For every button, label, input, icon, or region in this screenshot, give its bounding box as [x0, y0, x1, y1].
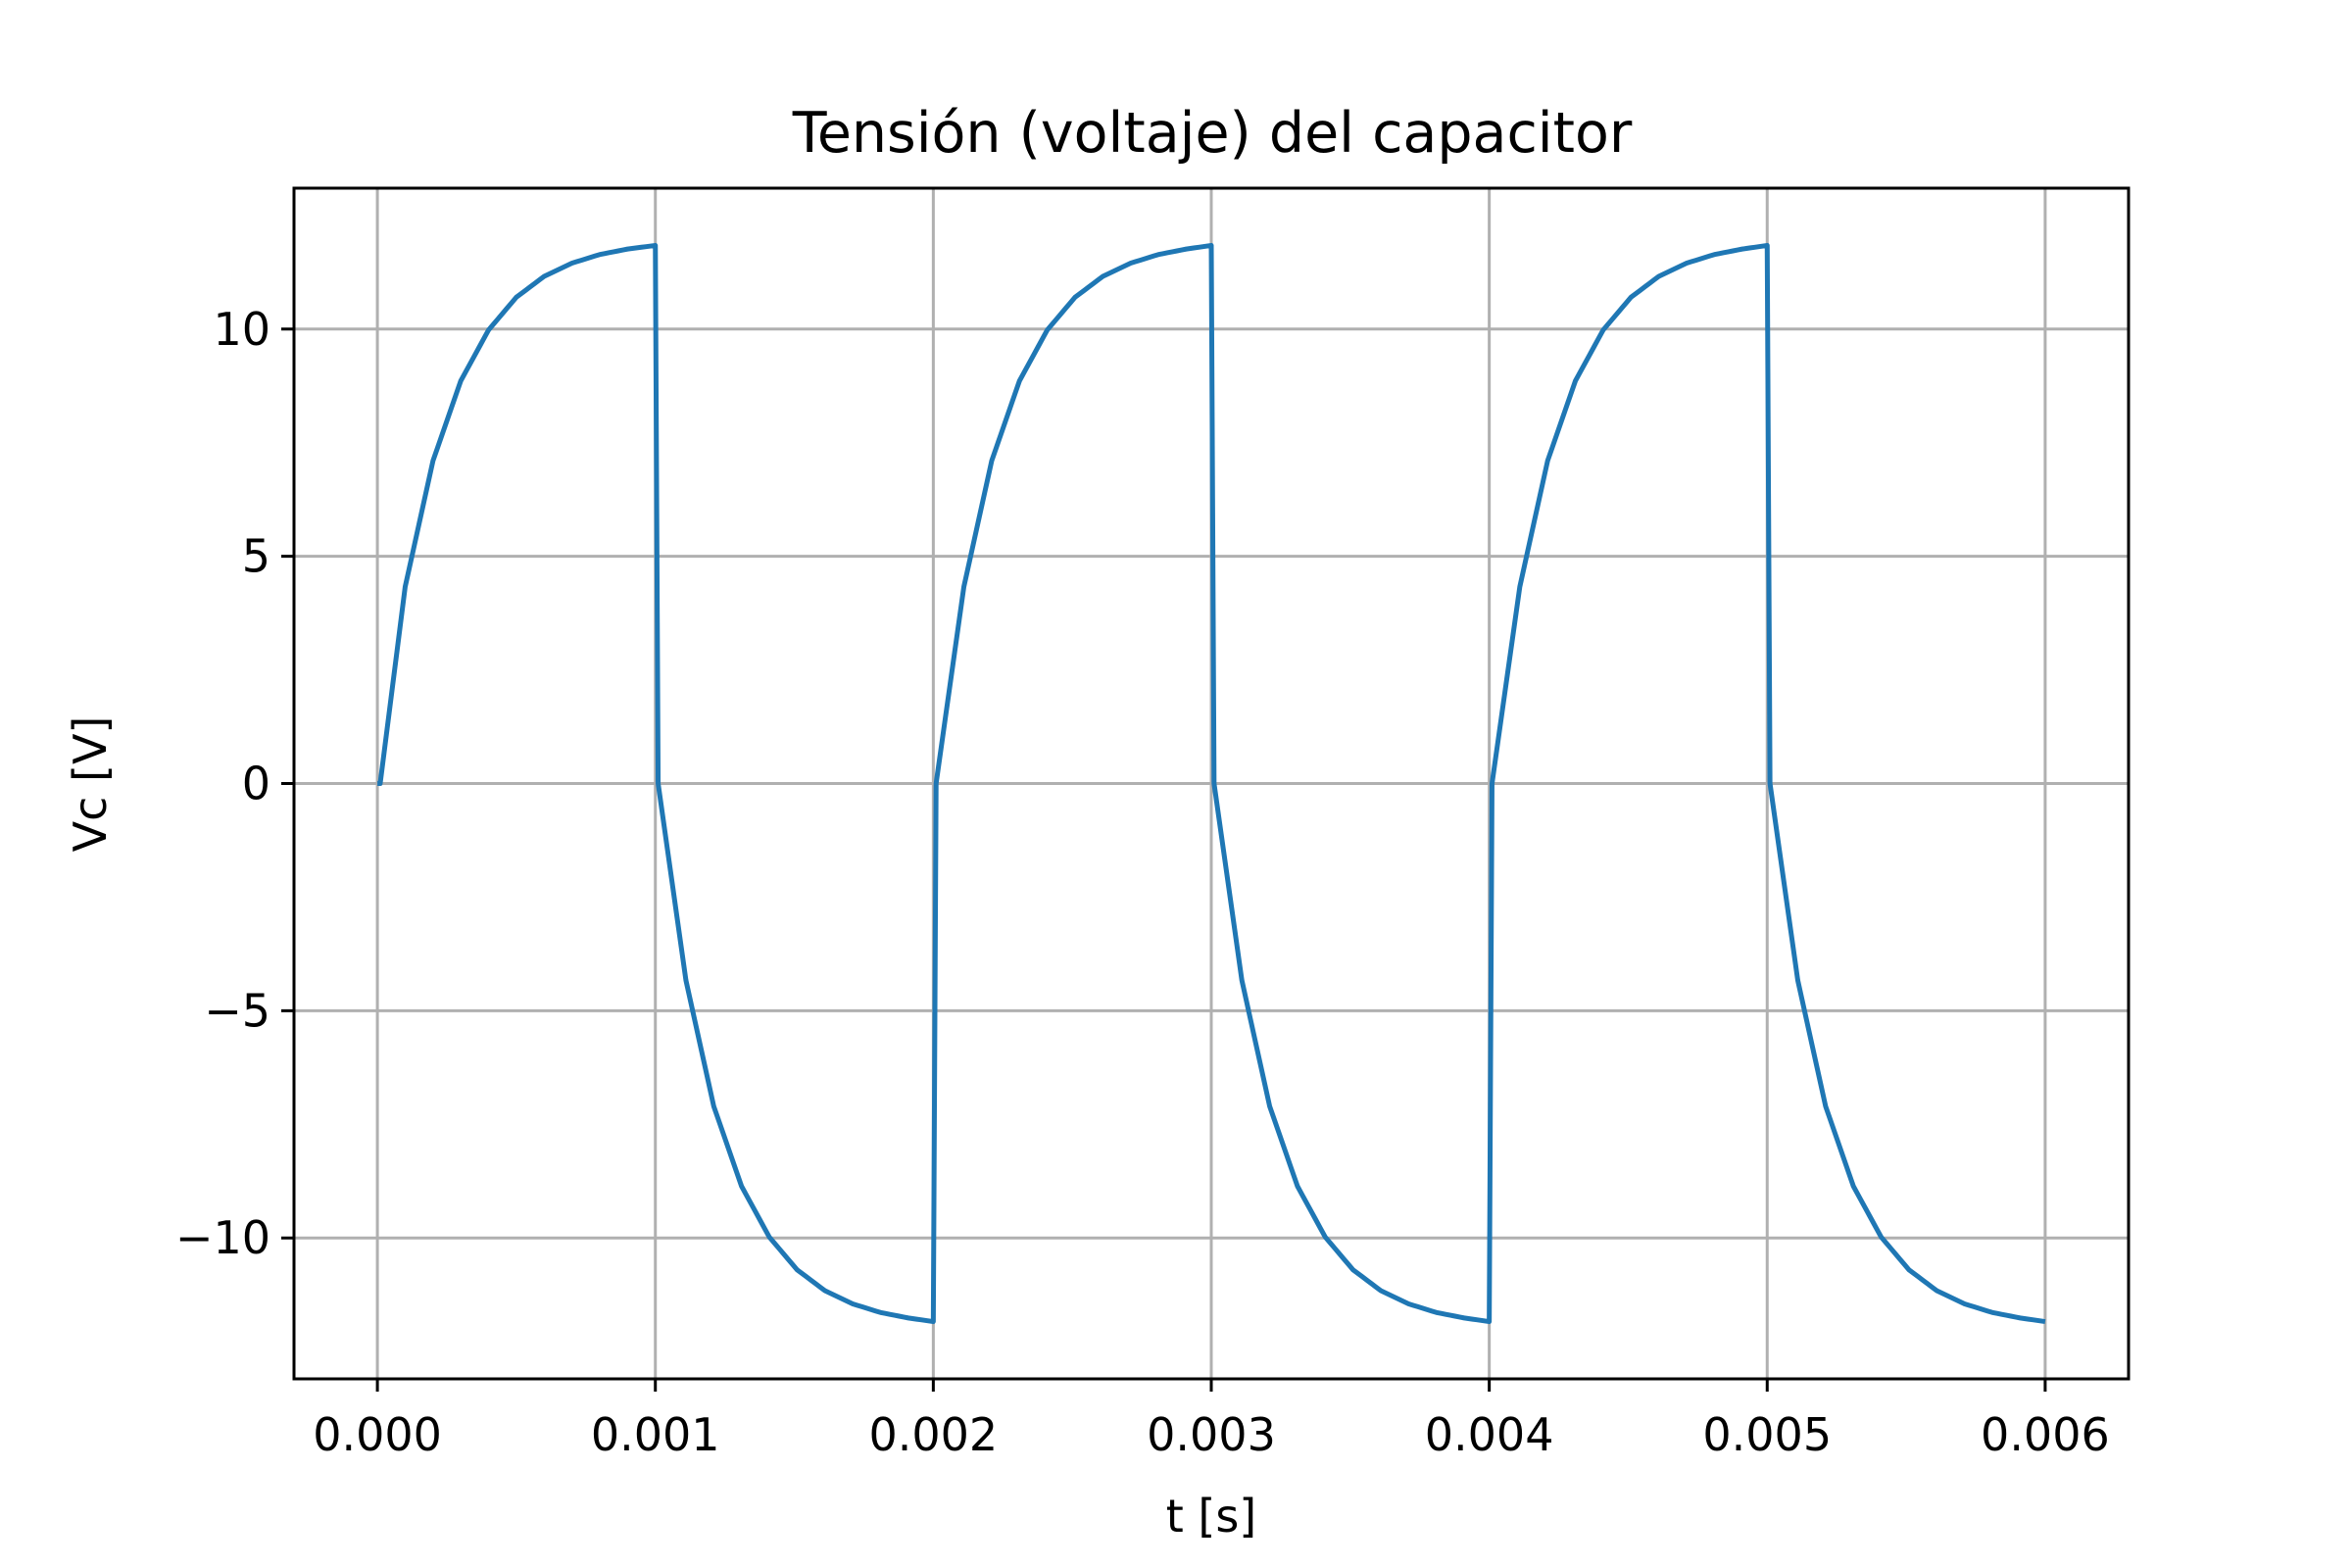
ticks: 0.000 0.001 0.002 0.003 0.004 0.005 0.006 −10 −5…	[175, 303, 2110, 1461]
x-axis-label: t [s]	[1166, 1490, 1257, 1543]
x-tick-label: 0.000	[313, 1408, 442, 1461]
x-tick-label: 0.005	[1702, 1408, 1832, 1461]
series-line	[375, 242, 2046, 1325]
chart-title: Tensión (voltaje) del capacitor	[792, 101, 1633, 166]
y-tick-label: 5	[242, 530, 270, 583]
x-tick-label: 0.004	[1425, 1408, 1554, 1461]
x-tick-label: 0.003	[1147, 1408, 1276, 1461]
y-tick-label: 0	[242, 758, 270, 810]
series-layer	[375, 242, 2046, 1325]
y-tick-label: 10	[213, 303, 270, 356]
x-tick-label: 0.002	[869, 1408, 999, 1461]
x-tick-label: 0.006	[1981, 1408, 2110, 1461]
y-tick-label: −10	[175, 1211, 270, 1264]
x-tick-label: 0.001	[591, 1408, 720, 1461]
y-tick-label: −5	[204, 984, 270, 1037]
y-axis-label: Vc [V]	[64, 716, 117, 853]
